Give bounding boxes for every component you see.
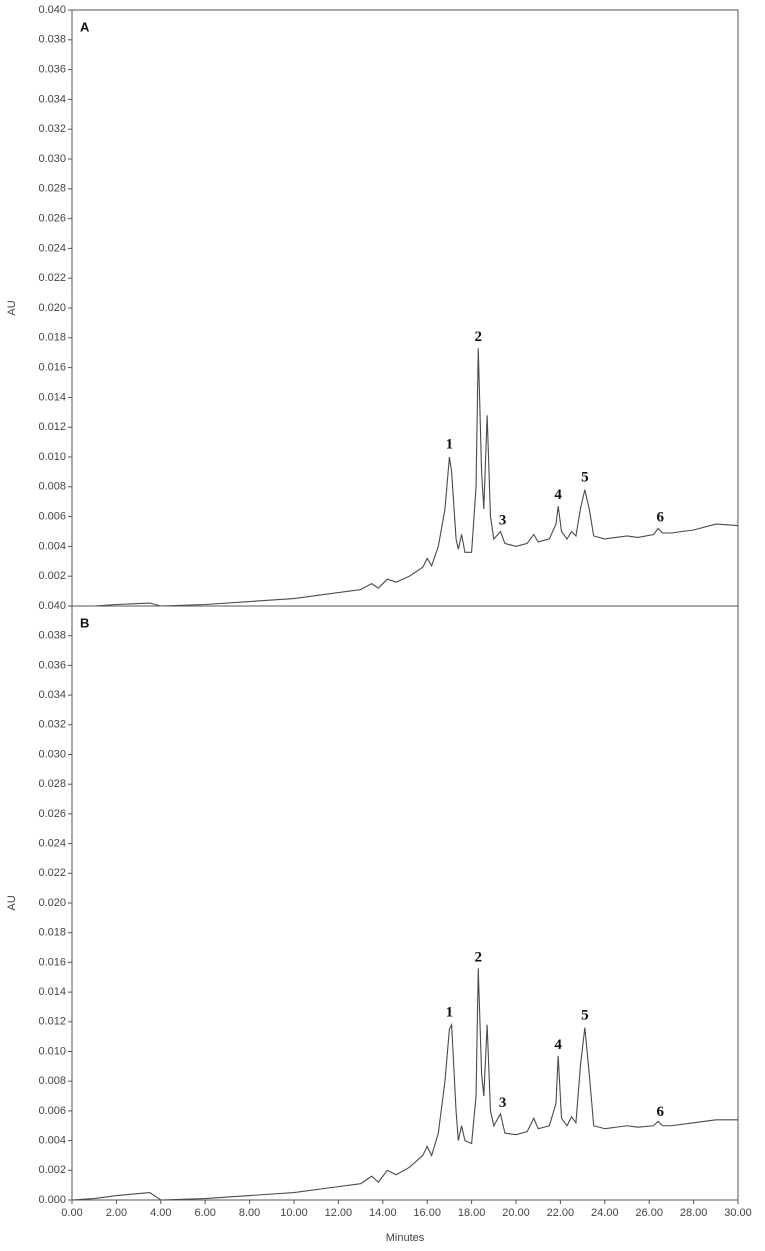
plot-frame <box>71 9 739 607</box>
y-tick-label: 0.040 <box>38 4 66 16</box>
x-tick-label: 2.00 <box>106 1207 127 1219</box>
peak-label: 3 <box>499 1095 507 1111</box>
x-tick-label: 12.00 <box>325 1207 353 1219</box>
x-tick-label: 24.00 <box>591 1207 619 1219</box>
x-axis-label: Minutes <box>386 1232 425 1244</box>
y-tick-label: 0.040 <box>38 600 66 612</box>
y-tick-label: 0.010 <box>38 1045 66 1057</box>
y-tick-label: 0.032 <box>38 123 66 135</box>
y-tick-label: 0.032 <box>38 719 66 731</box>
y-tick-label: 0.010 <box>38 451 66 463</box>
y-tick-label: 0.022 <box>38 867 66 879</box>
y-tick-label: 0.034 <box>38 93 66 105</box>
y-tick-label: 0.018 <box>38 927 66 939</box>
x-tick-label: 6.00 <box>194 1207 215 1219</box>
y-tick-label: 0.002 <box>38 570 66 582</box>
y-tick-label: 0.036 <box>38 659 66 671</box>
y-axis-label: AU <box>6 895 18 910</box>
y-tick-label: 0.002 <box>38 1164 66 1176</box>
y-tick-label: 0.012 <box>38 421 66 433</box>
peak-label: 2 <box>475 329 483 345</box>
y-tick-label: 0.014 <box>38 986 66 998</box>
y-tick-label: 0.036 <box>38 64 66 76</box>
x-tick-label: 16.00 <box>413 1207 441 1219</box>
y-tick-label: 0.016 <box>38 362 66 374</box>
y-tick-label: 0.004 <box>38 540 66 552</box>
y-tick-label: 0.020 <box>38 897 66 909</box>
panel-label: B <box>80 615 89 630</box>
panel-label: A <box>80 19 90 34</box>
trace <box>72 348 739 607</box>
y-tick-label: 0.026 <box>38 808 66 820</box>
x-tick-label: 30.00 <box>724 1207 752 1219</box>
x-tick-label: 28.00 <box>680 1207 708 1219</box>
y-tick-label: 0.000 <box>38 1194 66 1206</box>
peak-label: 6 <box>657 510 665 526</box>
y-tick-label: 0.030 <box>38 748 66 760</box>
peak-label: 5 <box>581 469 589 485</box>
x-tick-label: 14.00 <box>369 1207 397 1219</box>
x-tick-label: 4.00 <box>150 1207 171 1219</box>
y-tick-label: 0.034 <box>38 689 66 701</box>
plot-frame <box>71 605 739 1201</box>
peak-label: 1 <box>446 437 454 453</box>
x-tick-label: 18.00 <box>458 1207 486 1219</box>
x-tick-label: 8.00 <box>239 1207 260 1219</box>
peak-label: 4 <box>554 1037 562 1053</box>
y-tick-label: 0.022 <box>38 272 66 284</box>
x-tick-label: 26.00 <box>635 1207 663 1219</box>
y-tick-label: 0.018 <box>38 332 66 344</box>
y-tick-label: 0.008 <box>38 1075 66 1087</box>
y-tick-label: 0.028 <box>38 183 66 195</box>
y-tick-label: 0.012 <box>38 1016 66 1028</box>
peak-label: 5 <box>581 1007 589 1023</box>
y-tick-label: 0.024 <box>38 838 66 850</box>
y-tick-label: 0.020 <box>38 302 66 314</box>
y-tick-label: 0.038 <box>38 34 66 46</box>
peak-label: 6 <box>657 1104 665 1120</box>
y-tick-label: 0.006 <box>38 511 66 523</box>
peak-label: 3 <box>499 513 507 529</box>
x-tick-label: 0.00 <box>61 1207 82 1219</box>
y-tick-label: 0.026 <box>38 213 66 225</box>
peak-label: 4 <box>554 487 562 503</box>
x-tick-label: 22.00 <box>547 1207 575 1219</box>
y-tick-label: 0.016 <box>38 956 66 968</box>
y-tick-label: 0.038 <box>38 630 66 642</box>
y-tick-label: 0.014 <box>38 391 66 403</box>
x-tick-label: 20.00 <box>502 1207 530 1219</box>
y-tick-label: 0.028 <box>38 778 66 790</box>
y-axis-label: AU <box>6 300 18 315</box>
y-tick-label: 0.006 <box>38 1105 66 1117</box>
trace <box>71 968 738 1201</box>
x-tick-label: 10.00 <box>280 1207 308 1219</box>
y-tick-label: 0.008 <box>38 481 66 493</box>
y-tick-label: 0.004 <box>38 1135 66 1147</box>
y-tick-label: 0.030 <box>38 153 66 165</box>
peak-label: 2 <box>475 949 483 965</box>
peak-label: 1 <box>446 1004 454 1020</box>
y-tick-label: 0.024 <box>38 242 66 254</box>
